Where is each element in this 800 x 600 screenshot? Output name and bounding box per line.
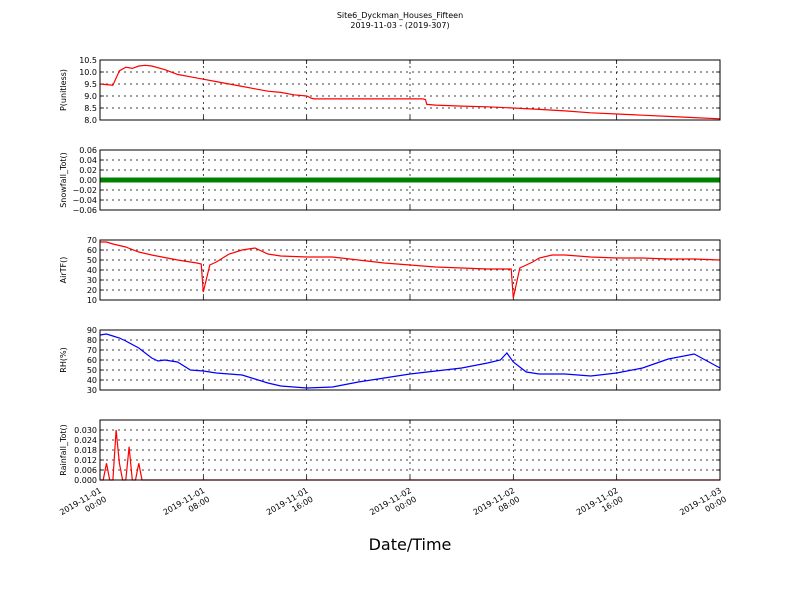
y-tick-label: 90: [87, 326, 97, 335]
rh-series: [99, 333, 721, 389]
x-tick-label: 2019-11-0100:00: [58, 486, 108, 526]
y-tick-label: 50: [87, 256, 97, 265]
panels: 8.08.59.09.510.010.5P(unitless)−0.06−0.0…: [59, 56, 721, 485]
y-tick-label: 60: [87, 356, 97, 365]
y-tick-label: 70: [87, 236, 97, 245]
y-tick-label: 8.5: [84, 104, 97, 113]
x-tick-label: 2019-11-0108:00: [162, 486, 212, 526]
panel-2: −0.06−0.04−0.020.000.020.040.06 Snowfall_…: [59, 146, 721, 215]
x-tick-label: 2019-11-0208:00: [472, 486, 522, 526]
y-tick-label: 9.0: [84, 92, 97, 101]
x-tick-label: 2019-11-0300:00: [678, 486, 728, 526]
y-tick-label: 0.030: [74, 426, 97, 435]
y-tick-label: 10: [87, 296, 97, 305]
y-tick-label: 9.5: [84, 80, 97, 89]
panel-frame: [99, 419, 721, 481]
y-axis-label: RH(%): [59, 347, 68, 372]
y-tick-label: −0.02: [72, 186, 97, 195]
panel-frame: [99, 329, 721, 391]
y-tick-label: 0.018: [74, 446, 97, 455]
y-tick-label: 0.006: [74, 466, 97, 475]
chart-title-line1: Site6_Dyckman_Houses_Fifteen: [337, 11, 463, 20]
y-tick-label: 80: [87, 336, 97, 345]
y-tick-label: 70: [87, 346, 97, 355]
panel-1: 8.0 8.5 9.0 9.5 10.0 10.5 P(unitless): [59, 56, 721, 125]
y-tick-label: 0.000: [74, 476, 97, 485]
y-tick-label: 40: [87, 266, 97, 275]
panel-frame: [99, 149, 721, 211]
y-tick-label: 10.5: [79, 56, 97, 65]
y-axis-label: Rainfall_Tot(): [59, 424, 68, 476]
y-tick-label: 30: [87, 386, 97, 395]
x-tick-label: 2019-11-0200:00: [368, 486, 418, 526]
y-tick-label: 0.00: [79, 176, 97, 185]
x-tick-labels: 2019-11-0100:00 2019-11-0108:00 2019-11-01…: [58, 486, 728, 526]
y-tick-label: 8.0: [84, 116, 97, 125]
x-tick-label: 2019-11-0116:00: [265, 486, 315, 526]
y-tick-label: −0.04: [72, 196, 97, 205]
y-tick-label: 10.0: [79, 68, 97, 77]
panel-frame: [99, 239, 721, 301]
rainfall-tot-series: [100, 429, 720, 481]
chart-title-line2: 2019-11-03 - (2019-307): [350, 21, 449, 30]
y-axis-label: Snowfall_Tot(): [59, 152, 68, 208]
y-tick-label: 0.012: [74, 456, 97, 465]
x-axis-label: Date/Time: [369, 535, 452, 554]
y-tick-label: 40: [87, 376, 97, 385]
p-series: [99, 64, 721, 120]
x-tick-label: 2019-11-0216:00: [575, 486, 625, 526]
y-tick-label: 0.024: [74, 436, 97, 445]
y-tick-label: −0.06: [72, 206, 97, 215]
y-tick-label: 50: [87, 366, 97, 375]
y-tick-label: 0.06: [79, 146, 97, 155]
y-tick-label: 0.02: [79, 166, 97, 175]
y-axis-label: P(unitless): [59, 69, 68, 111]
y-tick-label: 0.04: [79, 156, 97, 165]
y-tick-label: 20: [87, 286, 97, 295]
airtf-series: [100, 241, 721, 299]
y-tick-label: 60: [87, 246, 97, 255]
y-axis-label: AirTF(): [59, 257, 68, 284]
panel-frame: [99, 59, 721, 121]
y-tick-label: 30: [87, 276, 97, 285]
